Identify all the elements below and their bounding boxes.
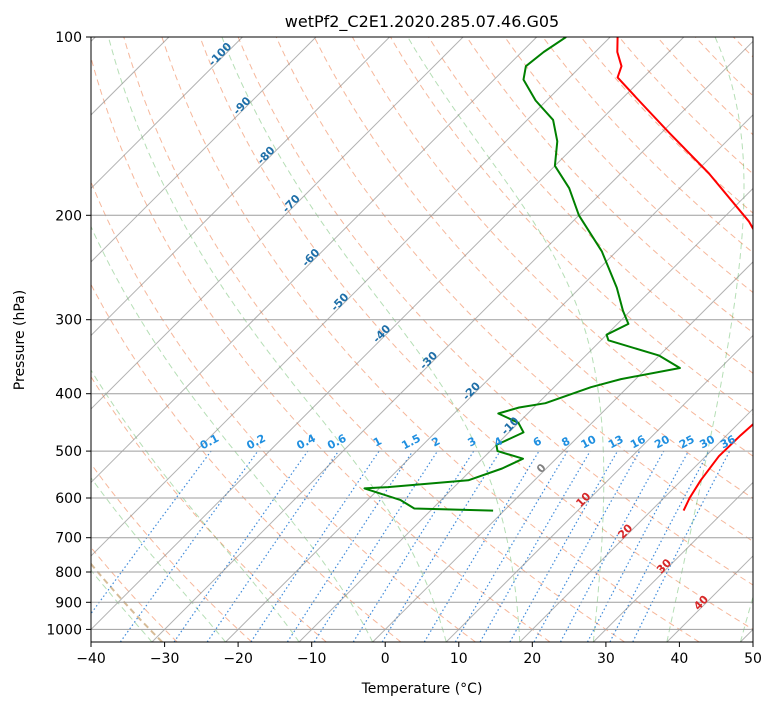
mixing-ratio-line — [559, 450, 665, 642]
chart-title: wetPf2_C2E1.2020.285.07.46.G05 — [285, 12, 559, 32]
isotherm-line — [91, 37, 243, 190]
mixing-ratio-label: 13 — [606, 433, 626, 452]
dry-adiabat-line — [91, 55, 551, 642]
y-tick-label: 100 — [55, 30, 82, 46]
dry-adiabat-line — [91, 462, 253, 642]
isotherm-line — [91, 37, 685, 631]
isotherm-line — [151, 40, 753, 642]
dry-adiabat-line — [91, 283, 402, 642]
y-tick-label: 800 — [55, 565, 82, 581]
plot-frame — [90, 36, 754, 643]
moist-adiabat-line — [221, 37, 521, 642]
dry-adiabat-line — [161, 37, 700, 642]
x-tick-label: 40 — [670, 651, 688, 667]
dry-adiabat-line — [313, 37, 753, 499]
grid-lines — [91, 37, 753, 642]
x-tick-label: 0 — [381, 651, 390, 667]
axis-ticks: −40 −30 −20 −10 0 10 20 30 40 50 100 200 300 400 500 60… — [46, 30, 762, 667]
mixing-ratio-line — [479, 450, 591, 642]
isotherm-line — [592, 481, 753, 642]
mixing-ratio-line — [352, 450, 475, 642]
y-tick-label: 600 — [55, 491, 82, 507]
moist-adiabat-line — [91, 569, 153, 642]
isotherm-line — [91, 37, 317, 263]
mixing-ratio-label: 36 — [718, 433, 738, 452]
y-tick-label: 1000 — [46, 622, 82, 638]
x-tick-label: −20 — [223, 651, 253, 667]
mixing-ratio-label: 10 — [579, 433, 599, 452]
moist-adiabat-line — [407, 37, 605, 642]
y-tick-label: 400 — [55, 387, 82, 403]
isotherm-line — [91, 37, 538, 484]
dry-adiabat-line — [275, 37, 753, 542]
mixing-ratio-line — [173, 450, 309, 642]
dry-adiabat-line — [123, 37, 625, 642]
x-tick-label: −10 — [297, 651, 327, 667]
mixing-ratio-line — [454, 450, 569, 642]
temperature-profile-line — [616, 37, 753, 512]
isotherm-line — [298, 187, 753, 642]
moist-adiabat-line — [91, 476, 226, 642]
moist-adiabat-line — [91, 225, 374, 642]
dry-adiabat-line — [390, 37, 753, 416]
x-tick-label: −30 — [150, 651, 180, 667]
x-tick-label: 50 — [744, 651, 762, 667]
y-axis-label: Pressure (hPa) — [12, 290, 28, 390]
mixing-ratio-line — [119, 450, 259, 642]
dry-adiabat-line — [580, 37, 753, 214]
mixing-ratio-line — [381, 450, 501, 642]
y-tick-label: 200 — [55, 208, 82, 224]
mixing-ratio-line — [206, 450, 339, 642]
y-tick-label: 700 — [55, 531, 82, 547]
isotherm-line — [445, 334, 753, 642]
isotherm-line — [519, 408, 753, 642]
x-axis-label: Temperature (°C) — [361, 681, 483, 697]
data-lines — [363, 37, 753, 512]
mixing-ratio-label: 25 — [677, 433, 697, 452]
x-tick-label: 10 — [450, 651, 468, 667]
isotherm-line — [372, 261, 753, 642]
mixing-ratio-label: 20 — [652, 433, 672, 452]
isotherm-line — [91, 37, 611, 557]
y-tick-label: 300 — [55, 313, 82, 329]
moist-adiabat-line — [739, 595, 753, 642]
dry-adiabat-line — [618, 37, 753, 175]
dry-adiabat-line — [237, 37, 753, 586]
isotherm-line — [91, 37, 390, 337]
y-tick-label: 900 — [55, 595, 82, 611]
dry-adiabat-line — [199, 37, 753, 630]
dry-adiabat-line — [466, 37, 753, 334]
moist-adiabat-line — [666, 37, 745, 642]
x-tick-label: 20 — [523, 651, 541, 667]
mixing-ratio-label: 16 — [628, 433, 648, 452]
y-tick-label: 500 — [55, 444, 82, 460]
mixing-ratio-line — [313, 450, 439, 642]
mixing-ratio-label: 30 — [697, 433, 717, 452]
isotherm-line — [91, 37, 464, 410]
x-tick-label: 30 — [597, 651, 615, 667]
x-tick-label: −40 — [76, 651, 106, 667]
mixing-ratio-line — [509, 450, 619, 642]
mixing-ratio-line — [423, 450, 540, 642]
isotherm-line — [225, 114, 753, 642]
dewpoint-profile-line — [363, 37, 681, 512]
